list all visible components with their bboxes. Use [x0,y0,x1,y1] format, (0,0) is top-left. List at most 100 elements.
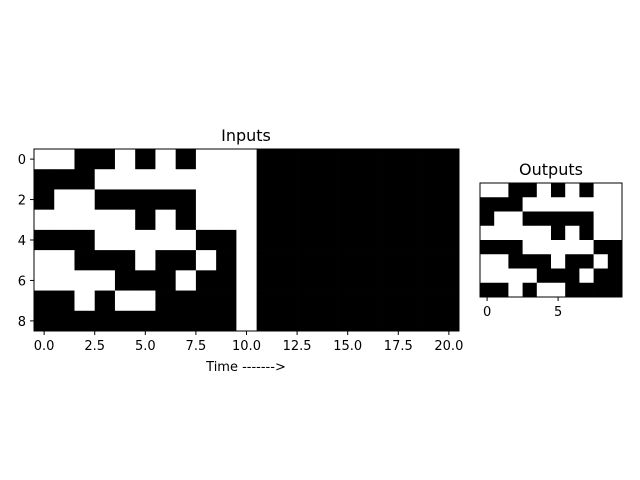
inputs-cell-r5-c19 [418,250,440,271]
outputs-cell-r1-c5 [551,197,566,212]
inputs-cell-r5-c2 [74,250,96,271]
inputs-cell-r0-c6 [155,149,177,170]
inputs-cell-r5-c10 [236,250,257,271]
outputs-cell-r1-c0 [480,197,495,212]
inputs-cell-r8-c16 [357,310,379,332]
inputs-cell-r6-c12 [276,270,298,291]
inputs-cell-r4-c9 [216,229,237,251]
inputs-cell-r7-c18 [398,290,419,312]
inputs-cell-r3-c8 [195,209,217,231]
outputs-cell-r3-c0 [480,225,495,241]
inputs-cell-r7-c13 [297,290,318,312]
outputs-cell-r6-c5 [551,268,566,284]
outputs-cell-r5-c2 [508,254,523,269]
inputs-cell-r3-c13 [297,209,318,231]
inputs-cell-r8-c0 [34,310,55,332]
outputs-cell-r0-c4 [536,183,552,198]
inputs-cell-r5-c17 [378,250,399,271]
inputs-cell-r6-c7 [175,270,197,291]
inputs-cell-r0-c9 [216,149,237,170]
inputs-cell-r4-c16 [357,229,379,251]
inputs-cell-r2-c20 [438,189,460,211]
inputs-cell-r5-c6 [155,250,177,271]
outputs-cell-r6-c3 [522,268,538,284]
inputs-cell-r3-c4 [114,209,136,231]
outputs-cell-r4-c6 [565,240,580,255]
outputs-cell-r7-c5 [551,282,566,298]
inputs-cell-r7-c11 [256,290,278,312]
inputs-cell-r1-c19 [418,169,440,190]
inputs-cell-r0-c13 [297,149,318,170]
inputs-cell-r1-c7 [175,169,197,190]
inputs-cell-r5-c1 [54,250,75,271]
outputs-cell-r4-c3 [522,240,538,255]
inputs-cell-r4-c15 [337,229,359,251]
outputs-cell-r6-c0 [480,268,495,284]
inputs-cell-r6-c16 [357,270,379,291]
inputs-cell-r0-c0 [34,149,55,170]
inputs-cell-r6-c2 [74,270,96,291]
outputs-cell-r4-c2 [508,240,523,255]
inputs-cell-r1-c16 [357,169,379,190]
inputs-cell-r8-c13 [297,310,318,332]
inputs-cell-r0-c10 [236,149,257,170]
inputs-cell-r3-c6 [155,209,177,231]
inputs-cell-r4-c11 [256,229,278,251]
inputs-cell-r0-c3 [94,149,116,170]
outputs-cell-r4-c4 [536,240,552,255]
outputs-cell-r5-c0 [480,254,495,269]
outputs-x-tick-label: 0 [483,305,491,320]
outputs-cell-r3-c8 [593,225,609,241]
inputs-cell-r2-c16 [357,189,379,211]
inputs-cell-r8-c1 [54,310,75,332]
inputs-cell-r4-c12 [276,229,298,251]
inputs-cell-r4-c2 [74,229,96,251]
outputs-cell-r1-c1 [494,197,509,212]
inputs-cell-r2-c3 [94,189,116,211]
inputs-cell-r6-c11 [256,270,278,291]
inputs-cell-r3-c11 [256,209,278,231]
inputs-cell-r7-c6 [155,290,177,312]
inputs-cell-r7-c16 [357,290,379,312]
inputs-cell-r3-c14 [317,209,338,231]
outputs-cell-r7-c0 [480,282,495,298]
inputs-y-tick-label: 8 [18,315,26,330]
outputs-cell-r7-c2 [508,282,523,298]
inputs-cell-r2-c6 [155,189,177,211]
outputs-cell-r7-c6 [565,282,580,298]
outputs-cell-r1-c9 [607,197,623,212]
inputs-cell-r0-c8 [195,149,217,170]
inputs-cell-r1-c15 [337,169,359,190]
outputs-cell-r3-c9 [607,225,623,241]
inputs-cell-r5-c5 [135,250,156,271]
outputs-frame [479,182,623,298]
inputs-cell-r0-c11 [256,149,278,170]
outputs-cell-r5-c5 [551,254,566,269]
inputs-cell-r2-c15 [337,189,359,211]
inputs-cell-r5-c7 [175,250,197,271]
outputs-cell-r4-c1 [494,240,509,255]
inputs-cell-r4-c20 [438,229,460,251]
inputs-cell-r4-c8 [195,229,217,251]
inputs-cell-r0-c5 [135,149,156,170]
outputs-cell-r5-c3 [522,254,538,269]
outputs-cell-r7-c9 [607,282,623,298]
outputs-cell-r3-c6 [565,225,580,241]
inputs-cell-r7-c4 [114,290,136,312]
inputs-cell-r6-c8 [195,270,217,291]
inputs-cell-r2-c14 [317,189,338,211]
inputs-cell-r0-c15 [337,149,359,170]
inputs-cell-r7-c19 [418,290,440,312]
inputs-y-tick-label: 6 [18,274,26,289]
inputs-cell-r2-c12 [276,189,298,211]
inputs-cell-r7-c7 [175,290,197,312]
outputs-cell-r3-c4 [536,225,552,241]
outputs-cell-r2-c1 [494,211,509,227]
outputs-cell-r0-c0 [480,183,495,198]
inputs-x-tick-label: 10.0 [232,339,261,354]
inputs-cell-r8-c7 [175,310,197,332]
inputs-cell-r7-c5 [135,290,156,312]
inputs-cell-r1-c18 [398,169,419,190]
inputs-cell-r8-c12 [276,310,298,332]
